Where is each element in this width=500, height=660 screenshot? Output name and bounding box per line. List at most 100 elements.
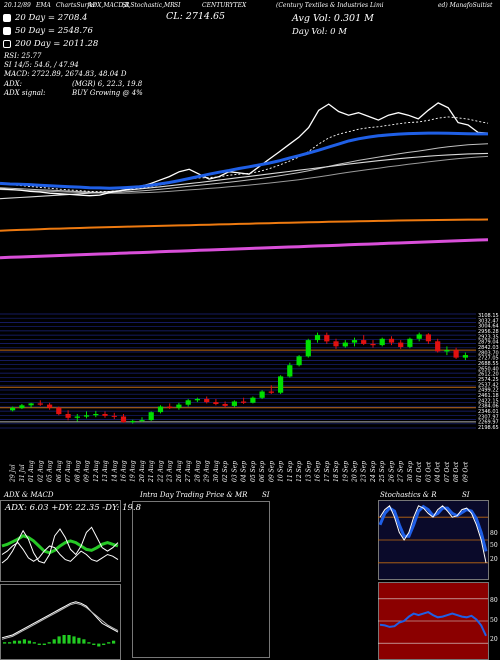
price-axis-label: 2803.70 [478,350,499,356]
date-axis-label: 27 Aug [185,460,192,483]
candle-body [314,335,321,341]
header-item: ADX,MACD,R [88,2,130,9]
avg-volume-label: Avg Vol: 0.301 M [292,13,374,24]
price-axis-label: 2923.35 [478,334,499,340]
candle-body [231,401,237,406]
candle-body [379,338,385,346]
header-item: SI [174,2,181,9]
date-axis-label: 02 Sep [222,461,229,482]
price-axis-label: 2422.15 [478,398,499,404]
candlestick-chart: 3108.153032.473004.642956.282923.352879.… [0,313,499,430]
stoch-k-line [379,505,487,563]
adx-signal-value: BUY Growing @ 4% [72,89,143,97]
date-axis-label: 29 Jul [10,464,17,483]
ma-series-line [0,143,489,193]
macd-chart [0,584,121,660]
date-axis-label: 10 Sep [278,461,285,482]
legend-label: 200 Day = 2011.28 [15,39,99,49]
rsi-level-80: 80 [490,597,498,604]
date-axis-label: 21 Aug [148,460,155,483]
ma-series-line [0,152,489,200]
candle-body [453,350,459,358]
candle-body [435,341,441,352]
date-axis-label: 31 Jul [19,464,26,482]
date-axis-label: 01 Oct [416,461,423,482]
date-axis-label: 16 Sep [315,461,322,482]
date-axis-label: 13 Aug [102,460,109,482]
candle-body [213,402,219,404]
date-axis-label: 03 Oct [425,461,432,482]
candle-body [222,404,228,406]
date-axis-label: 22 Aug [158,460,165,483]
candle-body [83,415,90,417]
macd-line [1,601,119,639]
macd-histogram-bar [42,643,46,645]
macd-histogram-bar [97,643,101,647]
candle-body [167,406,173,408]
candle-body [102,414,108,416]
legend-swatch [3,14,11,22]
candle-body [278,376,284,393]
macd-histogram-bar [32,642,36,644]
macd-histogram-bar [37,643,41,645]
macd-frame [0,584,121,660]
price-axis-label: 2574.25 [478,377,499,383]
date-axis-label: 12 Aug [93,460,100,482]
candle-body [130,420,136,423]
header-item: ed) ManafoSuitist [438,2,493,9]
macd-histogram-bar [112,640,116,644]
macd-histogram-bar [87,642,91,644]
candle-body [398,342,404,347]
macd-histogram-bar [3,642,7,644]
price-axis-label: 2650.40 [478,366,499,372]
candle-body [296,356,302,366]
moving-average-chart [0,102,489,260]
candle-body [287,365,293,377]
macd-signal-line [1,602,119,640]
candle-body [462,355,468,358]
date-axis-label: 13 Sep [305,461,312,482]
adx-panel-values: ADX: 6.03 +DY: 22.35 -DY: 19.8 [5,503,142,513]
adx-series-line [1,526,119,564]
candle-body [268,391,274,393]
header-item: EMA [36,2,51,9]
price-axis-label: 2688.55 [478,361,499,367]
date-axis-label: 12 Sep [296,461,303,482]
candle-body [407,338,413,347]
price-axis-label: 2269.97 [478,420,499,426]
rsi-level-50: 50 [490,617,498,624]
price-axis-label: 2879.04 [478,340,499,346]
candle-body [120,416,127,423]
legend-item-50-day: 50 Day = 2548.76 [3,26,93,36]
candle-body [444,350,450,352]
candle-body [250,397,256,403]
candle-body [148,412,154,421]
date-axis-label: 20 Sep [352,461,359,483]
date-axis-label: 08 Aug [74,460,81,482]
stoch-level-80: 80 [490,530,498,537]
price-axis-label: 2499.22 [478,388,499,394]
candle-body [370,343,376,346]
candle-body [388,338,395,343]
candle-body [425,334,431,342]
legend-swatch [3,27,11,35]
date-axis-label: 05 Sep [250,461,257,482]
candle-body [324,335,330,342]
si-value: SI 14/5: 54.6, / 47.94 [4,61,79,69]
date-axis-label: 25 Sep [379,461,386,483]
date-axis-label: 01 Aug [28,460,35,482]
candle-body [305,340,311,357]
adx-label: ADX: [4,80,23,88]
candle-body [157,406,164,413]
candle-body [111,415,117,417]
candle-body [74,416,80,418]
date-axis-label: 06 Aug [56,460,63,482]
price-axis-label: 2956.28 [478,329,499,335]
macd-histogram-bar [62,635,66,644]
candle-body [259,391,265,398]
date-axis-label: 06 Sep [259,461,266,482]
date-axis-label: 07 Oct [444,461,451,482]
date-axis-label: 23 Sep [361,461,368,483]
date-axis-label: 18 Sep [333,461,340,482]
price-axis-label: 3032.47 [478,318,499,324]
